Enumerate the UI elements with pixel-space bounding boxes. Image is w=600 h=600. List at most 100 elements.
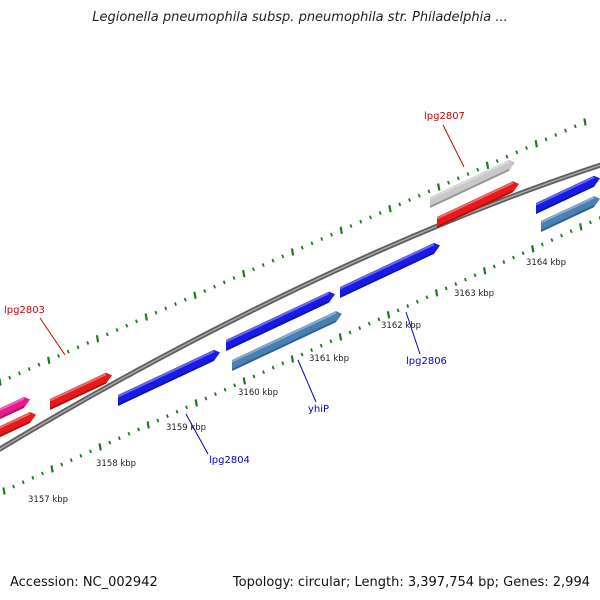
upper-ruler-tick xyxy=(242,269,246,278)
feature-steel-yhiP xyxy=(231,311,342,371)
callout-line-yhiP xyxy=(297,359,317,403)
lower-ruler-tick xyxy=(252,374,256,379)
feature-steel-yhiP-body xyxy=(232,311,342,371)
lower-ruler-tick xyxy=(12,484,16,489)
feature-blue-upper-2-shadow xyxy=(339,251,435,298)
feature-pink-left-body xyxy=(0,396,30,420)
ruler-label: 3157 kbp xyxy=(28,495,68,505)
lower-ruler-tick xyxy=(79,453,83,458)
upper-ruler-tick xyxy=(222,280,226,285)
upper-ruler-tick xyxy=(183,297,187,302)
upper-ruler-tick xyxy=(564,128,567,133)
lower-ruler-tick xyxy=(473,273,477,278)
feature-blue-right-shadow xyxy=(535,184,595,214)
upper-ruler-tick xyxy=(27,367,31,371)
lower-ruler-tick xyxy=(127,431,131,436)
gene-label-lpg2807: lpg2807 xyxy=(424,111,465,122)
upper-ruler-tick xyxy=(300,245,304,250)
feature-blue-right-highlight xyxy=(535,176,595,206)
lower-ruler-tick xyxy=(242,377,247,385)
lower-ruler-tick xyxy=(463,277,467,282)
upper-ruler-tick xyxy=(144,313,148,321)
upper-ruler-tick xyxy=(534,139,538,148)
lower-ruler-tick xyxy=(60,462,64,467)
feature-grey-lpg2807-shadow xyxy=(429,168,510,208)
topology-label: Topology: circular; Length: 3,397,754 bp… xyxy=(232,575,590,590)
feature-steel-right xyxy=(540,196,600,232)
lower-ruler-tick xyxy=(290,355,295,363)
callout-line-lpg2806 xyxy=(405,311,421,355)
feature-steel-right-body xyxy=(541,196,600,232)
lower-ruler-tick xyxy=(521,251,525,256)
feature-red-lpg2803-body xyxy=(50,372,112,410)
feature-red-lpg2803 xyxy=(49,372,112,410)
feature-steel-right-highlight xyxy=(540,196,595,224)
feature-blue-upper-2-body xyxy=(340,242,440,298)
feature-red-lpg2807-shadow xyxy=(436,190,514,228)
ruler-label: 3160 kbp xyxy=(238,388,278,398)
ruler-label: 3162 kbp xyxy=(381,321,421,331)
lower-ruler-tick xyxy=(300,352,304,357)
tick-layer xyxy=(0,118,600,495)
gene-label-lpg2803: lpg2803 xyxy=(4,305,45,316)
ruler-label: 3164 kbp xyxy=(526,258,566,268)
feature-blue-upper-1-highlight xyxy=(225,292,330,343)
upper-ruler-tick xyxy=(476,167,480,172)
gene-label-lpg2804: lpg2804 xyxy=(209,455,250,466)
lower-ruler-tick xyxy=(89,449,92,454)
upper-ruler-tick xyxy=(437,183,441,191)
lower-ruler-tick xyxy=(406,304,410,308)
lower-ruler-tick xyxy=(31,475,35,480)
lower-ruler-tick xyxy=(550,238,554,242)
upper-ruler-tick xyxy=(544,137,548,142)
feature-grey-lpg2807 xyxy=(429,159,515,208)
ruler-label: 3161 kbp xyxy=(309,354,349,364)
lower-ruler-tick xyxy=(175,409,179,414)
upper-ruler-tick xyxy=(505,154,509,159)
ruler-label: 3159 kbp xyxy=(166,423,206,433)
lower-ruler-tick xyxy=(319,343,323,348)
feature-red-lpg2807-highlight xyxy=(436,181,514,220)
lower-ruler-tick xyxy=(223,387,227,392)
lower-ruler-tick xyxy=(454,282,458,286)
lower-ruler-tick xyxy=(137,427,141,432)
upper-ruler-tick xyxy=(193,291,197,300)
upper-ruler-tick xyxy=(427,189,431,194)
upper-ruler-tick xyxy=(515,150,519,155)
lower-ruler-tick xyxy=(41,471,44,476)
upper-ruler-tick xyxy=(0,378,2,386)
lower-ruler-tick xyxy=(194,399,198,407)
lower-ruler-tick xyxy=(482,267,487,275)
lower-ruler-tick xyxy=(2,487,6,495)
upper-ruler-tick xyxy=(174,302,177,306)
lower-ruler-tick xyxy=(444,286,448,291)
lower-ruler-tick xyxy=(262,370,265,375)
callout-layer: lpg2803 lpg2807 lpg2804 yhiP lpg2806 xyxy=(4,111,465,466)
lower-ruler-tick xyxy=(434,289,439,297)
lower-ruler-tick xyxy=(50,465,54,473)
feature-red-lpg2807-body xyxy=(437,181,519,228)
upper-ruler-tick xyxy=(485,161,490,170)
upper-ruler-tick xyxy=(281,254,285,259)
upper-ruler-tick xyxy=(95,334,100,343)
lower-ruler-tick xyxy=(69,458,73,463)
feature-blue-upper-1 xyxy=(225,291,335,351)
feature-blue-lpg2804 xyxy=(117,349,220,406)
genome-title: Legionella pneumophila subsp. pneumophil… xyxy=(92,10,508,25)
feature-blue-right-body xyxy=(536,175,600,214)
upper-ruler-tick xyxy=(57,354,60,358)
feature-pink-left-highlight xyxy=(0,397,25,411)
feature-red-lpg2807 xyxy=(436,181,519,228)
upper-ruler-tick xyxy=(164,306,168,311)
upper-ruler-tick xyxy=(232,276,236,280)
upper-ruler-tick xyxy=(417,193,421,198)
upper-ruler-tick xyxy=(37,362,41,367)
upper-ruler-tick xyxy=(369,215,372,220)
upper-ruler-tick xyxy=(320,237,324,241)
ruler-label: 3163 kbp xyxy=(454,289,494,299)
lower-ruler-tick xyxy=(204,396,208,401)
lower-ruler-tick xyxy=(146,421,150,429)
feature-grey-lpg2807-body xyxy=(430,159,515,208)
lower-ruler-tick xyxy=(531,245,535,253)
upper-ruler-tick xyxy=(495,159,499,163)
